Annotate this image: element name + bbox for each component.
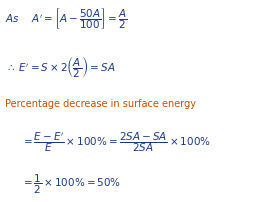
Text: $= \dfrac{E - E'}{E} \times 100\% = \dfrac{2SA - SA}{2SA} \times 100\%$: $= \dfrac{E - E'}{E} \times 100\% = \dfr… (21, 130, 211, 153)
Text: $\therefore\; E' = S \times 2\left(\dfrac{A}{2}\right)= SA$: $\therefore\; E' = S \times 2\left(\dfra… (5, 54, 116, 80)
Text: Percentage decrease in surface energy: Percentage decrease in surface energy (5, 98, 196, 108)
Text: $= \dfrac{1}{2} \times 100\% = 50\%$: $= \dfrac{1}{2} \times 100\% = 50\%$ (21, 172, 121, 195)
Text: As $\quad A' = \left[A - \dfrac{50A}{100}\right] = \dfrac{A}{2}$: As $\quad A' = \left[A - \dfrac{50A}{100… (5, 6, 128, 31)
